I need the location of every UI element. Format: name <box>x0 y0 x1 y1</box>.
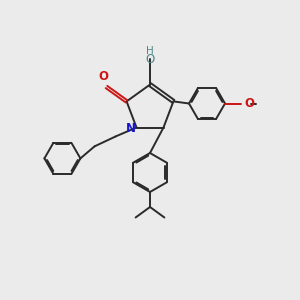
Text: O: O <box>146 53 154 66</box>
Text: H: H <box>146 46 154 56</box>
Text: O: O <box>244 97 254 110</box>
Text: O: O <box>98 70 109 83</box>
Text: N: N <box>126 122 136 136</box>
